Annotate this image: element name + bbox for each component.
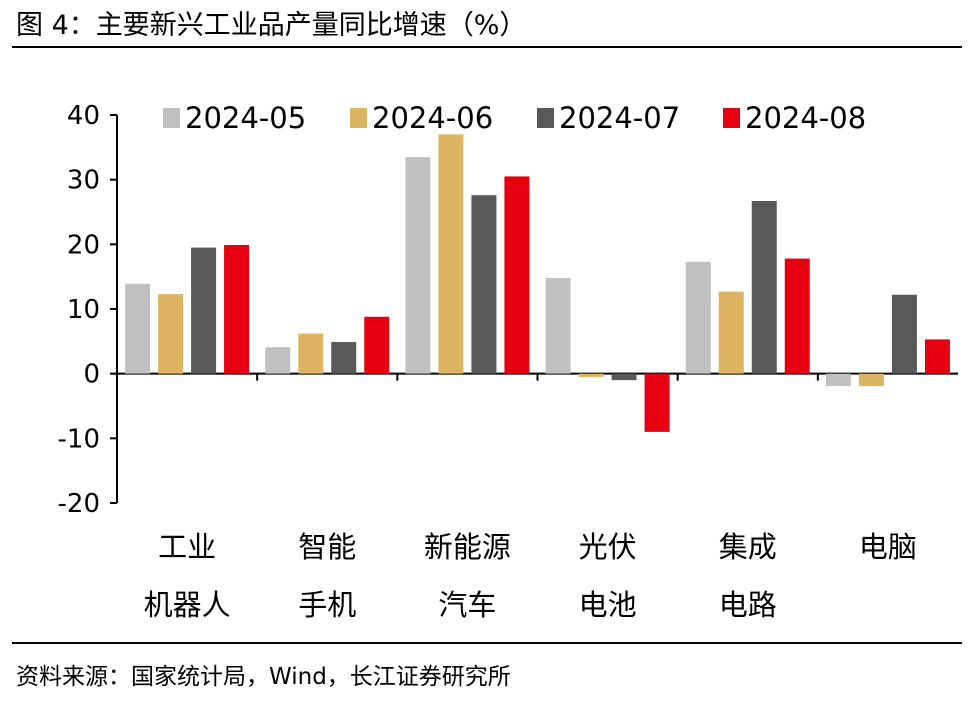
bar-2024-05-cat-4 [685, 261, 711, 374]
x-category-label: 汽车 [438, 588, 496, 622]
bar-2024-07-cat-3 [611, 373, 637, 381]
x-category-label: 集成 [719, 530, 777, 564]
bar-2024-08-cat-0 [224, 244, 250, 374]
bar-2024-05-cat-1 [265, 347, 291, 374]
x-category-label: 机器人 [144, 588, 231, 622]
bar-2024-07-cat-1 [331, 341, 357, 374]
legend-swatch-2024-06 [350, 108, 367, 128]
x-category-label: 智能 [298, 530, 356, 564]
figure-title: 图 4：主要新兴工业品产量同比增速（%） [16, 10, 527, 41]
legend-swatch-2024-05 [163, 108, 180, 128]
bar-2024-05-cat-3 [545, 277, 571, 374]
x-category-label: 手机 [298, 588, 356, 622]
bar-2024-07-cat-0 [191, 247, 217, 374]
bar-2024-06-cat-5 [858, 373, 884, 386]
y-tick-label: 10 [67, 295, 100, 325]
y-tick-label: -20 [58, 489, 100, 519]
legend-label-2024-08: 2024-08 [745, 101, 866, 135]
bar-2024-07-cat-4 [751, 201, 777, 374]
y-tick-label: 0 [83, 360, 100, 390]
bar-2024-06-cat-0 [158, 294, 184, 374]
legend-swatch-2024-08 [723, 108, 740, 128]
bar-2024-06-cat-4 [718, 291, 744, 374]
bar-2024-08-cat-5 [924, 339, 950, 374]
y-tick-label: 30 [67, 166, 100, 196]
x-category-label: 光伏 [579, 530, 637, 564]
bar-2024-05-cat-5 [825, 373, 851, 386]
legend-label-2024-06: 2024-06 [372, 101, 493, 135]
x-category-label: 电池 [579, 588, 637, 622]
x-category-label: 工业 [158, 530, 216, 564]
bar-2024-06-cat-1 [298, 333, 324, 374]
y-tick-label: -10 [58, 424, 100, 454]
y-tick-label: 40 [67, 101, 100, 131]
bar-2024-08-cat-1 [364, 316, 390, 374]
bar-2024-06-cat-3 [578, 373, 604, 377]
bar-2024-05-cat-2 [405, 157, 431, 374]
bar-2024-05-cat-0 [125, 283, 151, 374]
y-tick-label: 20 [67, 230, 100, 260]
source-note: 资料来源：国家统计局，Wind，长江证券研究所 [16, 664, 511, 690]
bar-2024-08-cat-4 [784, 258, 810, 374]
x-category-label: 电路 [719, 588, 777, 622]
source-rule [12, 642, 962, 644]
bar-2024-06-cat-2 [438, 134, 464, 374]
legend-label-2024-07: 2024-07 [559, 101, 680, 135]
legend-label-2024-05: 2024-05 [185, 101, 306, 135]
bar-2024-08-cat-2 [504, 176, 530, 374]
legend-swatch-2024-07 [537, 108, 554, 128]
x-category-label: 新能源 [424, 530, 511, 564]
bar-2024-08-cat-3 [644, 373, 670, 432]
bar-2024-07-cat-5 [891, 294, 917, 374]
title-rule [12, 46, 962, 48]
bar-2024-07-cat-2 [471, 195, 497, 374]
x-category-label: 电脑 [859, 530, 917, 564]
